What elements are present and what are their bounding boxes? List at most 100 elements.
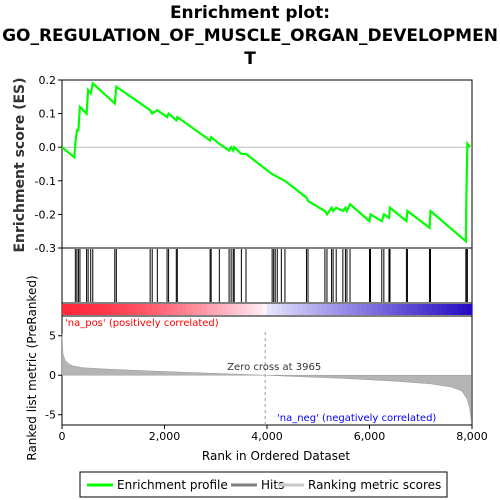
- x-tick-label: 2,000: [149, 430, 181, 443]
- color-bar-segment: [357, 304, 363, 315]
- color-bar-segment: [332, 304, 338, 315]
- legend-metric-label: Ranking metric scores: [308, 478, 441, 492]
- color-bar-segment: [222, 304, 228, 315]
- color-bar-segment: [312, 304, 318, 315]
- es-y-tick-label: 0.1: [39, 108, 57, 121]
- color-bar-segment: [287, 304, 293, 315]
- x-tick-label: 4,000: [251, 430, 283, 443]
- color-bar-segment: [447, 304, 453, 315]
- metric-panel: -505 Zero cross at 3965 'na_pos' (positi…: [25, 275, 488, 463]
- color-bar-segment: [402, 304, 408, 315]
- color-bar-segment: [337, 304, 343, 315]
- metric-y-ticks: -5 0 5: [45, 330, 62, 422]
- color-bar-segment: [272, 304, 278, 315]
- es-y-tick-label: -0.3: [35, 242, 56, 255]
- color-bar-segment: [307, 304, 313, 315]
- color-bar-segment: [182, 304, 188, 315]
- es-y-tick-label: 0.2: [39, 74, 57, 87]
- color-bar-segment: [442, 304, 448, 315]
- color-bar-segment: [162, 304, 168, 315]
- color-bar-segment: [67, 304, 73, 315]
- color-bar-segment: [392, 304, 398, 315]
- color-bar-segment: [432, 304, 438, 315]
- color-bar-segment: [217, 304, 223, 315]
- color-bar-segment: [187, 304, 193, 315]
- color-bar-segment: [347, 304, 353, 315]
- es-panel-frame: [61, 79, 473, 249]
- color-bar-segment: [147, 304, 153, 315]
- color-bar-segment: [227, 304, 233, 315]
- es-y-axis-label: Enrichment score (ES): [12, 77, 28, 252]
- color-bar-segment: [467, 304, 473, 315]
- color-bar-segments: [62, 304, 473, 315]
- color-bar-segment: [462, 304, 468, 315]
- color-bar-segment: [247, 304, 253, 315]
- color-bar-segment: [327, 304, 333, 315]
- chart-title: Enrichment plot: GO_REGULATION_OF_MUSCLE…: [0, 2, 500, 71]
- color-bar-segment: [382, 304, 388, 315]
- color-bar-segment: [197, 304, 203, 315]
- color-bar-segment: [427, 304, 433, 315]
- ranking-metric-area: [61, 334, 472, 423]
- color-bar-segment: [457, 304, 463, 315]
- color-bar-segment: [302, 304, 308, 315]
- color-bar-segment: [262, 304, 268, 315]
- color-bar-segment: [77, 304, 83, 315]
- title-line-2: GO_REGULATION_OF_MUSCLE_ORGAN_DEVELOPMEN: [2, 26, 498, 46]
- color-bar-segment: [387, 304, 393, 315]
- es-y-ticks: -0.3 -0.2 -0.1 0.0 0.1 0.2: [35, 74, 62, 255]
- color-bar-segment: [232, 304, 238, 315]
- zero-cross-label: Zero cross at 3965: [227, 362, 321, 373]
- color-bar-segment: [172, 304, 178, 315]
- es-y-tick-label: -0.2: [35, 208, 56, 221]
- color-bar-segment: [112, 304, 118, 315]
- color-bar-segment: [397, 304, 403, 315]
- color-bar-segment: [157, 304, 163, 315]
- hits-panel-frame: [61, 247, 473, 304]
- color-bar-segment: [62, 304, 68, 315]
- color-bar-segment: [212, 304, 218, 315]
- x-tick-label: 6,000: [354, 430, 386, 443]
- color-bar-segment: [372, 304, 378, 315]
- color-bar-segment: [167, 304, 173, 315]
- color-bar-segment: [422, 304, 428, 315]
- x-tick-label: 8,000: [456, 430, 488, 443]
- color-bar-segment: [97, 304, 103, 315]
- color-bar-segment: [242, 304, 248, 315]
- legend-enrichment-label: Enrichment profile: [117, 478, 228, 492]
- color-bar-segment: [72, 304, 78, 315]
- color-bar-segment: [142, 304, 148, 315]
- es-panel: -0.3 -0.2 -0.1 0.0 0.1 0.2 Enrichment score (…: [12, 74, 473, 255]
- enrichment-profile-line: [61, 81, 471, 244]
- color-bar-segment: [127, 304, 133, 315]
- x-tick-label: 0: [59, 430, 66, 443]
- color-bar-segment: [437, 304, 443, 315]
- metric-y-tick-label: 0: [49, 369, 56, 382]
- hit-lines: [74, 249, 468, 302]
- color-bar-segment: [82, 304, 88, 315]
- color-bar-segment: [92, 304, 98, 315]
- color-bar-segment: [267, 304, 273, 315]
- hits-panel: [61, 247, 473, 304]
- color-bar: [61, 302, 473, 317]
- color-bar-segment: [417, 304, 423, 315]
- color-bar-segment: [137, 304, 143, 315]
- color-bar-segment: [362, 304, 368, 315]
- es-y-tick-label: 0.0: [39, 141, 57, 154]
- color-bar-segment: [122, 304, 128, 315]
- color-bar-segment: [367, 304, 373, 315]
- x-axis-label: Rank in Ordered Dataset: [202, 449, 350, 463]
- neg-label: 'na_neg' (negatively correlated): [277, 413, 436, 424]
- metric-y-tick-label: 5: [49, 330, 56, 343]
- legend-hits-label: Hits: [261, 478, 284, 492]
- color-bar-segment: [352, 304, 358, 315]
- legend-frame: [79, 471, 448, 498]
- pos-label: 'na_pos' (positively correlated): [65, 318, 219, 329]
- color-bar-segment: [152, 304, 158, 315]
- color-bar-segment: [377, 304, 383, 315]
- color-bar-segment: [87, 304, 93, 315]
- metric-y-tick-label: -5: [45, 409, 56, 422]
- es-y-tick-label: -0.1: [35, 175, 56, 188]
- color-bar-segment: [192, 304, 198, 315]
- legend: Enrichment profile Hits Ranking metric s…: [79, 471, 448, 498]
